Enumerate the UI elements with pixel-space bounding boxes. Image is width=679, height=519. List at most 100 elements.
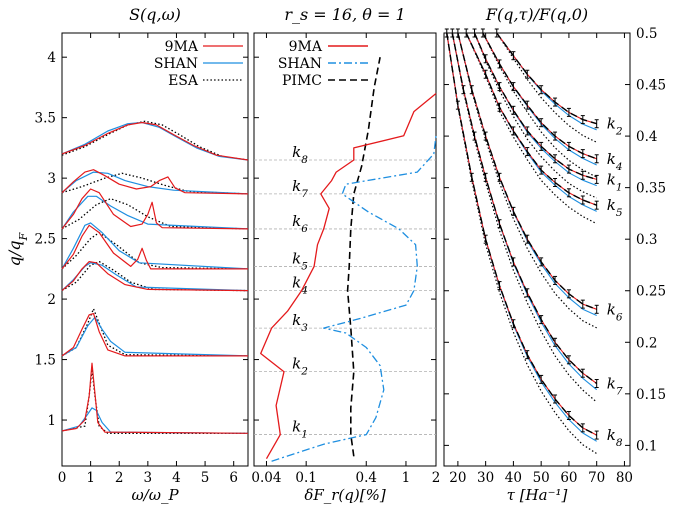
y-tick-label: 1.5 <box>35 353 56 369</box>
y-tick-label: 2 <box>47 292 56 308</box>
x-tick-label: 40 <box>505 470 522 486</box>
plot-frame <box>443 32 631 467</box>
y-tick-label: 0.45 <box>636 78 666 94</box>
x-tick-label: 0 <box>58 470 67 486</box>
series-shan-line <box>271 135 437 462</box>
series-esa-line <box>61 260 249 292</box>
x-tick-label: 80 <box>616 470 633 486</box>
series-pimc-line <box>346 57 381 457</box>
series-9ma-line <box>61 188 249 230</box>
series-esa-line <box>61 198 249 230</box>
y-tick-label: 0.25 <box>636 284 666 300</box>
x-tick-label: 5 <box>201 470 210 486</box>
x-tick-label: 20 <box>449 470 466 486</box>
panel-relative-deviation: 0.04 0.1 0.4 1 2 r_s = 16, θ = 1 δF_r(q)[%] k1 k… <box>251 5 440 504</box>
series-esa-line <box>446 32 598 455</box>
y-tick-label: 0.15 <box>636 387 666 403</box>
reference-line-label: k8 <box>292 143 308 166</box>
x-tick-label: 1 <box>402 470 411 486</box>
x-tick-label: 70 <box>588 470 605 486</box>
legend-label: ESA <box>168 73 199 89</box>
y-tick-label: 0.5 <box>636 26 657 42</box>
legend-label: 9MA <box>289 39 323 55</box>
series-pimc-line <box>473 32 597 181</box>
series-shan-line <box>61 407 249 434</box>
series-pimc-line <box>482 32 597 160</box>
series-esa-line <box>482 32 597 178</box>
y-tick-label: 4 <box>47 50 56 66</box>
curve-label: k2 <box>607 115 623 138</box>
curve-label: k7 <box>607 375 623 398</box>
series-9ma-line <box>61 224 248 270</box>
y-tick-label: 3.5 <box>35 111 56 127</box>
y-tick-label: 1 <box>47 413 56 429</box>
plot-frame <box>253 32 437 467</box>
y-tick-label: 0.1 <box>636 438 657 454</box>
x-axis-label: τ [Ha⁻¹] <box>507 486 568 504</box>
series-pimc-line <box>465 32 597 206</box>
x-tick-label: 4 <box>172 470 181 486</box>
series-esa-line <box>61 368 248 434</box>
x-tick-label: 2 <box>432 470 441 486</box>
reference-line-label: k7 <box>292 177 308 200</box>
series-esa-line <box>457 32 597 329</box>
series-shan-line <box>61 171 249 195</box>
series-esa-line <box>61 308 249 357</box>
panel-imaginary-time-correlation: 20 30 40 50 60 70 800.1 0.15 0.2 0.25 0.3 0.35 0.4 0.… <box>443 5 666 504</box>
series-9ma-line <box>61 362 249 434</box>
y-tick-label: 0.35 <box>636 181 666 197</box>
series-9ma-line <box>482 32 597 160</box>
series-pimc-line <box>496 32 597 125</box>
legend-label: 9MA <box>165 39 199 55</box>
plot-frame <box>61 32 249 467</box>
curve-label: k5 <box>607 196 623 219</box>
panel-title: S(q,ω) <box>129 5 181 24</box>
legend-label: SHAN <box>154 56 198 72</box>
series-esa-line <box>61 231 249 270</box>
series-9ma-line <box>260 92 437 460</box>
x-tick-label: 6 <box>229 470 238 486</box>
reference-line-label: k6 <box>292 212 308 235</box>
series-9ma-line <box>61 261 249 292</box>
y-tick-label: 0.2 <box>636 335 657 351</box>
curve-label: k6 <box>607 300 623 323</box>
x-tick-label: 0.4 <box>356 470 377 486</box>
series-pimc-line <box>446 32 598 436</box>
panel-title: F(q,τ)/F(q,0) <box>485 5 588 24</box>
x-tick-label: 50 <box>533 470 550 486</box>
x-axis-label: δF_r(q)[%] <box>304 486 386 504</box>
x-tick-label: 2 <box>115 470 124 486</box>
series-pimc-line <box>457 32 597 310</box>
legend-label: PIMC <box>282 73 322 89</box>
x-tick-label: 30 <box>477 470 494 486</box>
series-shan-line <box>61 195 249 230</box>
y-axis-label: q/qF <box>5 231 30 266</box>
series-shan-line <box>61 316 249 357</box>
series-9ma-line <box>496 32 597 125</box>
reference-line-label: k5 <box>292 249 308 272</box>
series-esa-line <box>61 120 249 161</box>
panel-dynamic-structure-factor: 0 1 2 3 4 5 6 1 1.5 2 2.5 3 3.5 4 S(q,ω) ω/ω_P q/qF 9MASH… <box>5 5 249 504</box>
reference-line-label: k4 <box>292 274 308 297</box>
reference-line-label: k1 <box>292 418 308 441</box>
x-tick-label: 3 <box>144 470 153 486</box>
x-tick-label: 0.04 <box>251 470 281 486</box>
y-tick-label: 2.5 <box>35 232 56 248</box>
reference-line-label: k3 <box>292 311 308 334</box>
panel-title: r_s = 16, θ = 1 <box>284 5 405 24</box>
series-9ma-line <box>61 169 249 195</box>
x-tick-label: 0.1 <box>295 470 316 486</box>
series-esa-line <box>496 32 597 143</box>
series-pimc-line <box>451 32 598 385</box>
x-axis-label: ω/ω_P <box>131 486 179 504</box>
x-tick-label: 60 <box>560 470 577 486</box>
y-tick-label: 3 <box>47 171 56 187</box>
series-esa-line <box>473 32 597 199</box>
curve-label: k8 <box>607 426 623 449</box>
y-tick-label: 0.4 <box>636 129 657 145</box>
y-tick-label: 0.3 <box>636 232 657 248</box>
x-tick-label: 1 <box>86 470 95 486</box>
series-9ma-line <box>446 32 597 436</box>
series-9ma-line <box>451 32 598 384</box>
